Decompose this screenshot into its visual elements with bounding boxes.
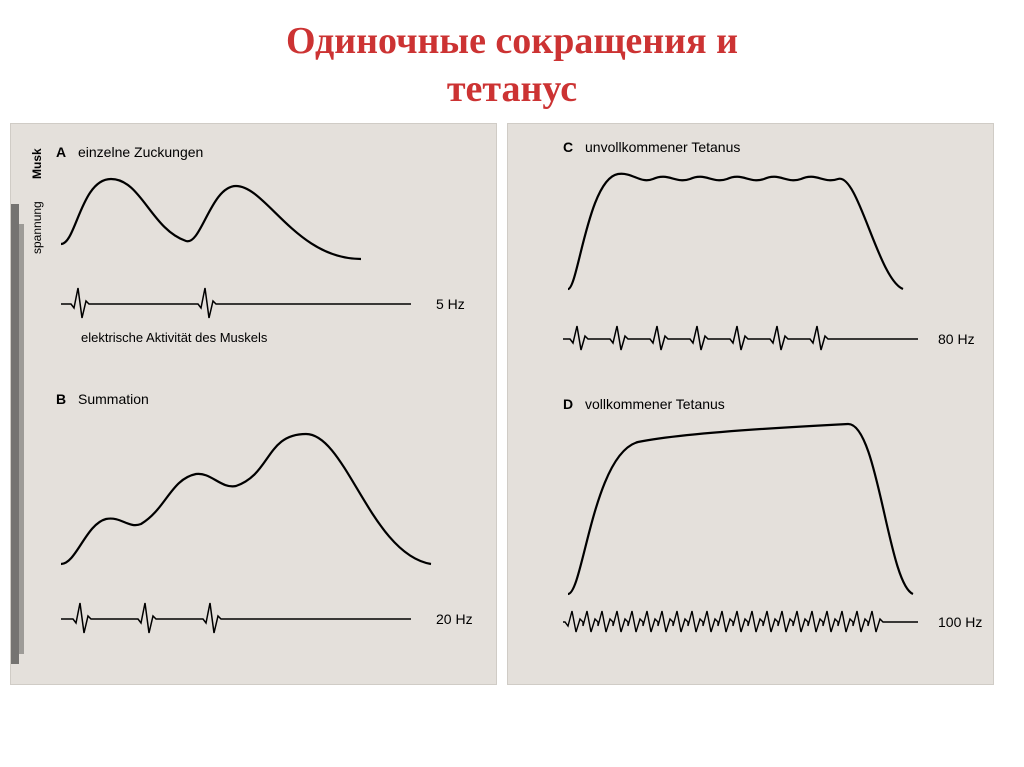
emg-path bbox=[563, 326, 918, 350]
panel-c-tension-curve bbox=[568, 174, 903, 289]
panel-a-tension-curve bbox=[61, 179, 361, 259]
emg-path bbox=[61, 288, 411, 318]
panel-a-frequency: 5 Hz bbox=[436, 296, 465, 312]
panel-left: A einzelne Zuckungen Musk spannung 5 Hz … bbox=[10, 123, 497, 685]
panel-right: C unvollkommener Tetanus 80 Hz D vollkom… bbox=[507, 123, 994, 685]
slide-root: Одиночные сокращения и тетанус A einzeln… bbox=[0, 0, 1024, 767]
title-line-2: тетанус bbox=[447, 68, 577, 110]
panel-a-emg bbox=[61, 288, 411, 318]
panel-c-letter: C bbox=[563, 139, 573, 155]
panel-left-svg: A einzelne Zuckungen Musk spannung 5 Hz … bbox=[11, 124, 497, 684]
panel-row: A einzelne Zuckungen Musk spannung 5 Hz … bbox=[0, 113, 1024, 685]
panel-b-emg bbox=[61, 603, 411, 633]
panel-d-emg bbox=[563, 611, 918, 632]
panel-b-tension-curve bbox=[61, 434, 431, 564]
panel-b-letter: B bbox=[56, 391, 66, 407]
panel-c-label: unvollkommener Tetanus bbox=[585, 139, 740, 155]
slide-title: Одиночные сокращения и тетанус bbox=[0, 0, 1024, 113]
panel-a-label: einzelne Zuckungen bbox=[78, 144, 203, 160]
panel-a-ylabel-bottom: spannung bbox=[30, 201, 44, 254]
panel-c-frequency: 80 Hz bbox=[938, 331, 975, 347]
panel-a-emg-caption: elektrische Aktivität des Muskels bbox=[81, 330, 268, 345]
emg-path bbox=[61, 603, 411, 633]
panel-a-letter: A bbox=[56, 144, 66, 160]
panel-b-label: Summation bbox=[78, 391, 149, 407]
panel-a-ylabel-top: Musk bbox=[30, 148, 44, 179]
panel-b-frequency: 20 Hz bbox=[436, 611, 473, 627]
emg-path bbox=[563, 611, 918, 632]
panel-d-frequency: 100 Hz bbox=[938, 614, 982, 630]
panel-d-tension-curve bbox=[568, 424, 913, 594]
panel-d-label: vollkommener Tetanus bbox=[585, 396, 725, 412]
panel-right-svg: C unvollkommener Tetanus 80 Hz D vollkom… bbox=[508, 124, 994, 684]
panel-d-letter: D bbox=[563, 396, 573, 412]
title-line-1: Одиночные сокращения и bbox=[286, 20, 738, 62]
left-noise-band bbox=[11, 204, 24, 664]
panel-c-emg bbox=[563, 326, 918, 350]
